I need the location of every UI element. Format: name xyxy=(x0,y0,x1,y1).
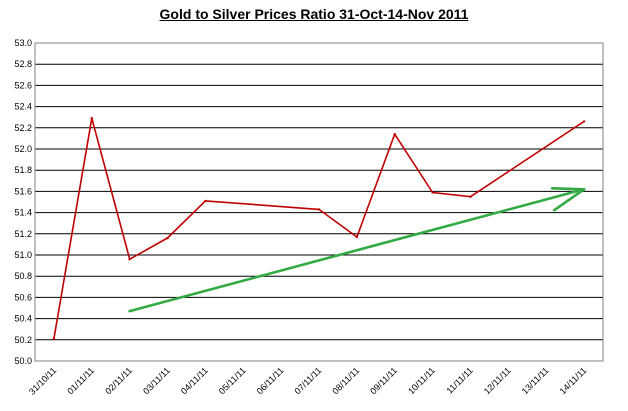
data-point xyxy=(355,235,359,239)
x-tick-label: 01/11/11 xyxy=(65,365,96,396)
y-tick-label: 50.2 xyxy=(14,335,32,345)
y-tick-label: 50.8 xyxy=(14,271,32,281)
x-tick-label: 07/11/11 xyxy=(293,365,324,396)
y-tick-label: 51.6 xyxy=(14,186,32,196)
y-tick-label: 52.6 xyxy=(14,80,32,90)
trend-arrowhead-lower xyxy=(552,187,586,212)
y-tick-label: 51.0 xyxy=(14,250,32,260)
trend-arrowhead-upper xyxy=(550,186,586,191)
y-tick-label: 51.4 xyxy=(14,208,32,218)
y-tick-label: 53.0 xyxy=(14,38,32,48)
y-tick-label: 51.2 xyxy=(14,229,32,239)
x-tick-label: 04/11/11 xyxy=(179,365,210,396)
x-tick-label: 08/11/11 xyxy=(330,365,361,396)
x-tick-label: 06/11/11 xyxy=(255,365,286,396)
data-point xyxy=(469,195,472,198)
data-point xyxy=(90,117,94,120)
y-tick-label: 52.4 xyxy=(14,102,32,112)
y-tick-label: 50.6 xyxy=(14,292,32,302)
y-tick-label: 52.2 xyxy=(14,123,32,133)
data-point xyxy=(204,199,207,203)
y-tick-label: 51.8 xyxy=(14,165,32,175)
chart-title: Gold to Silver Prices Ratio 31-Oct-14-No… xyxy=(159,6,469,22)
x-tick-label: 05/11/11 xyxy=(217,365,248,396)
data-point xyxy=(582,120,586,123)
x-tick-label: 03/11/11 xyxy=(141,365,172,396)
x-tick-label: 31/10/11 xyxy=(27,365,58,396)
x-tick-label: 14/11/11 xyxy=(558,365,589,396)
trend-arrow-line xyxy=(128,187,586,313)
data-point xyxy=(431,191,434,194)
x-tick-label: 13/11/11 xyxy=(520,365,551,396)
x-tick-label: 10/11/11 xyxy=(406,365,437,396)
x-tick-label: 12/11/11 xyxy=(482,365,513,396)
y-tick-label: 52.8 xyxy=(14,59,32,69)
data-point xyxy=(166,236,169,240)
data-point xyxy=(393,132,396,136)
series-line-0 xyxy=(53,117,585,339)
data-point xyxy=(128,258,131,261)
y-tick-label: 52.0 xyxy=(14,144,32,154)
x-tick-label: 02/11/11 xyxy=(103,365,134,396)
y-tick-label: 50.4 xyxy=(14,314,32,324)
x-tick-label: 11/11/11 xyxy=(444,365,474,395)
data-point xyxy=(317,208,321,211)
data-point xyxy=(52,337,56,340)
x-tick-label: 09/11/11 xyxy=(368,365,399,396)
plot-area-border xyxy=(34,42,604,362)
y-tick-label: 50.0 xyxy=(14,356,32,366)
